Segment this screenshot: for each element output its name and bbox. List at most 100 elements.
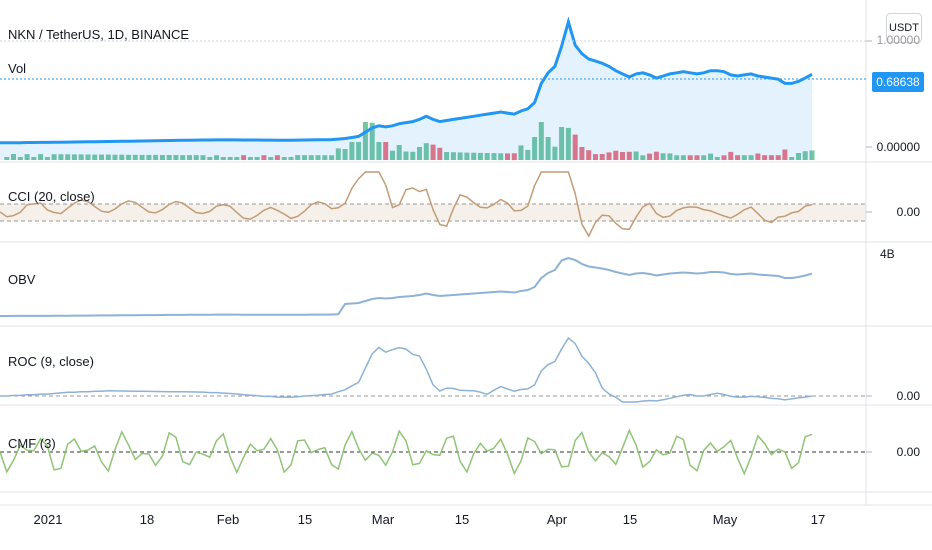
volume-bar [491, 153, 497, 160]
volume-bar [457, 152, 463, 160]
volume-bar [437, 147, 443, 160]
obv-label: OBV [8, 272, 36, 287]
volume-bars [4, 122, 815, 161]
volume-bar [586, 150, 592, 160]
volume-bar [105, 154, 111, 160]
volume-bar [518, 145, 524, 160]
time-tick-mar-15: 15 [454, 512, 470, 527]
volume-bar [220, 157, 226, 160]
roc-label: ROC (9, close) [8, 354, 94, 369]
volume-bar [254, 157, 260, 160]
volume-bar [782, 149, 788, 160]
time-tick-feb: Feb [216, 512, 240, 527]
pane-separators [0, 0, 932, 506]
volume-bar [247, 157, 253, 160]
volume-bar [802, 151, 808, 160]
volume-bar [308, 155, 314, 160]
obv-scale-label: 4B [880, 247, 895, 261]
volume-bar [505, 153, 510, 160]
volume-bar [112, 154, 118, 160]
volume-bar [444, 152, 450, 160]
volume-bar [599, 154, 605, 160]
volume-bar [173, 155, 179, 160]
volume-bar [335, 148, 341, 160]
volume-bar [417, 147, 422, 160]
volume-bar [390, 150, 395, 160]
volume-bar [701, 155, 707, 160]
volume-bar [423, 143, 429, 160]
scale-zero-label: 0.00000 [876, 140, 920, 154]
volume-bar [498, 153, 504, 161]
volume-bar [65, 154, 71, 160]
volume-bar [78, 154, 84, 160]
volume-bar [376, 142, 382, 160]
volume-bar [471, 152, 477, 160]
cci-scale-label: 0.00 [896, 205, 920, 219]
volume-bar [139, 154, 145, 160]
volume-bar [809, 150, 815, 160]
volume-bar [146, 154, 152, 160]
volume-bar [126, 154, 132, 160]
volume-bar [92, 154, 98, 160]
volume-bar [17, 157, 23, 160]
volume-bar [484, 153, 490, 160]
volume-bar [768, 155, 774, 160]
volume-bar [430, 144, 436, 160]
volume-bar [559, 127, 565, 160]
volume-bar [193, 155, 199, 160]
volume-bar [356, 142, 362, 160]
volume-bar [241, 155, 247, 160]
time-tick-may-17: 17 [810, 512, 826, 527]
volume-bar [714, 157, 720, 160]
cmf-line [0, 428, 813, 476]
cci-band [0, 204, 866, 221]
volume-bar [735, 155, 741, 160]
volume-bar [708, 153, 713, 160]
price-line [0, 16, 813, 145]
scale-ticks [866, 40, 872, 453]
volume-bar [552, 146, 558, 160]
volume-bar [274, 155, 280, 160]
volume-bar [667, 153, 673, 160]
volume-bar [477, 152, 483, 160]
volume-bar [775, 155, 781, 160]
volume-bar [620, 152, 625, 160]
volume-bar [410, 151, 416, 160]
volume-bar [694, 155, 700, 160]
volume-bar [281, 157, 287, 160]
volume-bar [403, 151, 409, 160]
volume-bar [295, 155, 301, 160]
volume-bar [647, 153, 653, 160]
roc-scale-label: 0.00 [896, 389, 920, 403]
volume-bar [302, 155, 307, 160]
volume-bar [180, 155, 186, 160]
time-tick-may: May [712, 512, 738, 527]
volume-bar [789, 157, 795, 160]
time-tick-feb-15: 15 [297, 512, 313, 527]
volume-bar [187, 155, 192, 160]
volume-label: Vol [8, 61, 27, 76]
volume-bar [362, 122, 368, 160]
volume-bar [674, 155, 680, 160]
cmf-label: CMF (3) [8, 436, 56, 451]
volume-bar [741, 155, 747, 160]
volume-bar [207, 157, 213, 160]
volume-bar [11, 154, 16, 160]
volume-bar [464, 152, 470, 160]
roc-line [0, 336, 813, 403]
volume-bar [721, 155, 727, 160]
currency-button[interactable]: USDT [886, 13, 922, 43]
volume-bar [227, 157, 233, 160]
volume-bar [159, 155, 165, 160]
volume-bar [680, 155, 686, 160]
volume-bar [329, 155, 335, 160]
volume-bar [383, 142, 389, 160]
volume-bar [4, 157, 10, 160]
volume-bar [613, 150, 619, 160]
volume-bar [288, 157, 294, 160]
volume-bar [234, 157, 240, 160]
volume-bar [579, 147, 585, 160]
volume-bar [748, 155, 754, 160]
volume-bar [396, 145, 402, 160]
